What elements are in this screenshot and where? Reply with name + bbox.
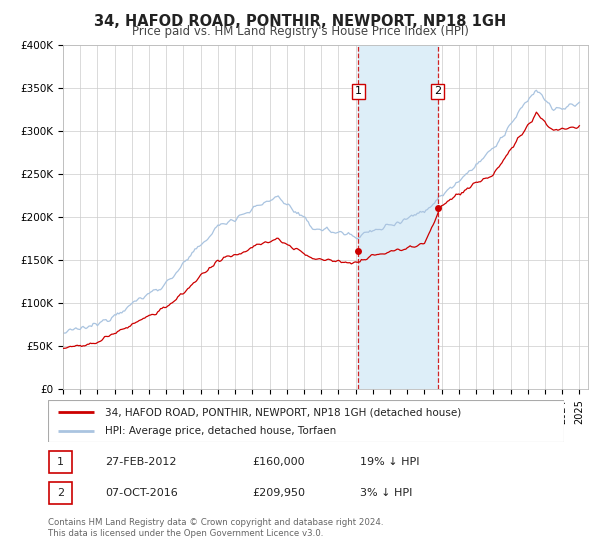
Text: Price paid vs. HM Land Registry's House Price Index (HPI): Price paid vs. HM Land Registry's House … [131,25,469,38]
Text: This data is licensed under the Open Government Licence v3.0.: This data is licensed under the Open Gov… [48,530,323,539]
Text: 2: 2 [434,86,441,96]
Text: 19% ↓ HPI: 19% ↓ HPI [360,457,419,467]
Text: 3% ↓ HPI: 3% ↓ HPI [360,488,412,498]
Text: 07-OCT-2016: 07-OCT-2016 [105,488,178,498]
Text: 34, HAFOD ROAD, PONTHIR, NEWPORT, NP18 1GH: 34, HAFOD ROAD, PONTHIR, NEWPORT, NP18 1… [94,14,506,29]
FancyBboxPatch shape [48,400,564,442]
Text: HPI: Average price, detached house, Torfaen: HPI: Average price, detached house, Torf… [105,426,336,436]
Text: £209,950: £209,950 [252,488,305,498]
Text: 34, HAFOD ROAD, PONTHIR, NEWPORT, NP18 1GH (detached house): 34, HAFOD ROAD, PONTHIR, NEWPORT, NP18 1… [105,407,461,417]
Text: 27-FEB-2012: 27-FEB-2012 [105,457,176,467]
Text: 1: 1 [355,86,362,96]
FancyBboxPatch shape [49,451,72,473]
Text: 2: 2 [57,488,64,498]
Text: Contains HM Land Registry data © Crown copyright and database right 2024.: Contains HM Land Registry data © Crown c… [48,519,383,528]
Bar [358,45,438,389]
FancyBboxPatch shape [49,482,72,504]
Text: 1: 1 [57,457,64,467]
Text: £160,000: £160,000 [252,457,305,467]
